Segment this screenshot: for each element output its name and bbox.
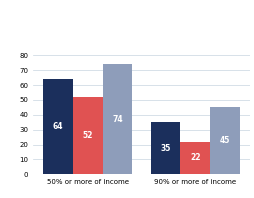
Bar [102, 64, 132, 174]
Text: 35: 35 [160, 144, 170, 153]
Bar [209, 107, 239, 174]
Bar [150, 122, 180, 174]
Text: 74: 74 [112, 115, 122, 124]
Text: 64: 64 [52, 122, 63, 131]
Bar [73, 97, 102, 174]
Bar [43, 79, 73, 174]
Text: 45: 45 [219, 136, 229, 145]
Bar [180, 142, 209, 174]
Text: 52: 52 [82, 131, 92, 140]
Text: 22: 22 [189, 153, 200, 162]
